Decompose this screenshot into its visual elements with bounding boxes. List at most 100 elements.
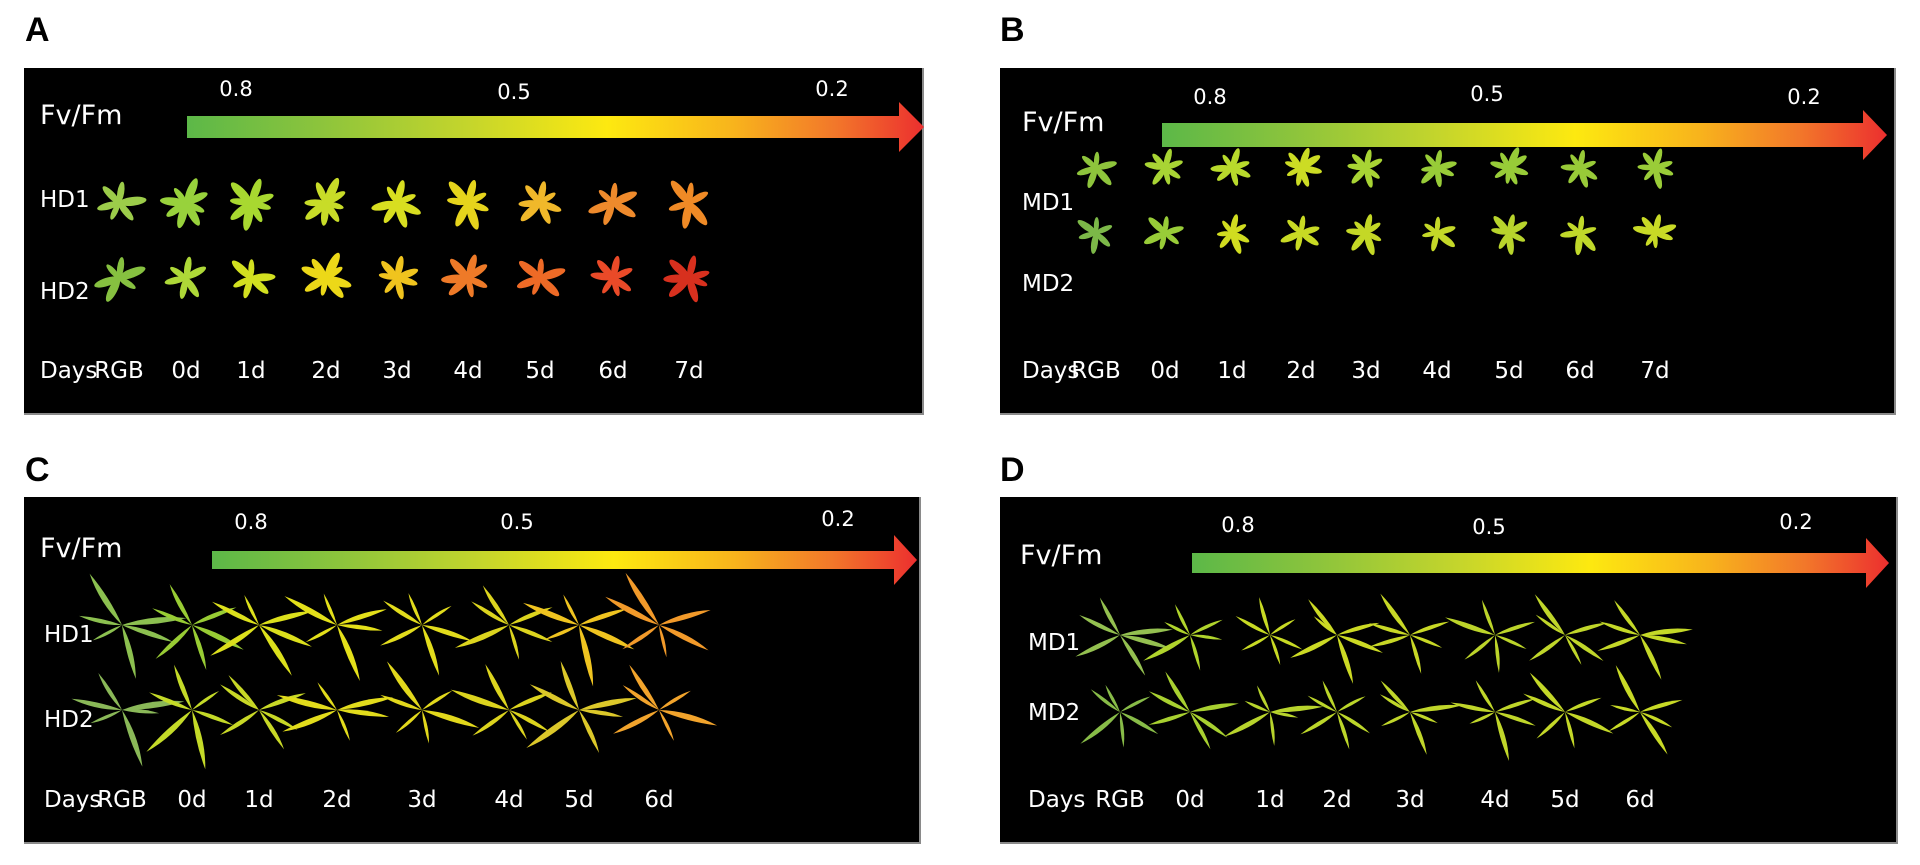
leaf — [1285, 161, 1302, 169]
leaf — [230, 182, 252, 204]
leaf — [525, 185, 541, 204]
leaf — [1365, 232, 1382, 242]
leaf — [1080, 712, 1120, 744]
leaf — [325, 266, 343, 279]
plant-rosette — [301, 252, 352, 298]
leaf — [1379, 694, 1410, 712]
leaf — [450, 689, 509, 710]
plant-seedling — [1529, 594, 1608, 665]
leaf — [179, 277, 188, 299]
plant-rosette — [159, 178, 208, 229]
days-label: Days — [40, 358, 98, 384]
leaf — [612, 277, 632, 292]
plant-seedling — [1368, 593, 1450, 674]
leaf — [1337, 635, 1383, 653]
leaf — [1120, 696, 1151, 712]
leaf — [1421, 166, 1438, 172]
leaf — [454, 625, 509, 648]
leaf — [1565, 712, 1575, 749]
plant-rosette — [1077, 217, 1113, 254]
leaf — [612, 202, 636, 218]
plant-seedling — [79, 573, 187, 679]
colorbar-gradient — [1192, 538, 1889, 588]
leaf — [611, 277, 620, 297]
plant-rosette — [447, 179, 489, 230]
plant-rosette — [1560, 149, 1598, 188]
plant-images — [1075, 593, 1693, 761]
leaf — [1614, 600, 1640, 635]
leaf — [1500, 152, 1510, 169]
colorbar-tick-0.2: 0.2 — [815, 77, 849, 101]
panel-letter-c: C — [25, 451, 50, 489]
colorbar-arrow — [1192, 538, 1889, 588]
leaf — [509, 625, 553, 642]
leaf — [467, 201, 489, 212]
leaf — [1640, 635, 1662, 680]
colorbar-title: Fv/Fm — [1020, 540, 1103, 571]
leaf — [1217, 167, 1233, 181]
plant-seedling — [380, 661, 480, 744]
leaf — [1565, 697, 1602, 712]
leaf — [611, 255, 620, 279]
row-label-hd1: HD1 — [44, 622, 94, 648]
leaf — [1410, 621, 1450, 635]
leaf — [1640, 628, 1693, 636]
leaf — [185, 202, 200, 226]
leaf — [1163, 167, 1171, 185]
leaf — [174, 664, 192, 710]
leaf — [1269, 712, 1275, 746]
leaf — [1231, 224, 1247, 234]
leaf — [1535, 614, 1565, 635]
leaf — [106, 264, 120, 279]
leaf — [1244, 700, 1270, 712]
column-label-0d: 0d — [1175, 787, 1205, 813]
leaf — [1087, 167, 1098, 188]
column-label-7d: 7d — [1640, 358, 1670, 384]
leaf — [305, 202, 327, 220]
leaf — [1575, 232, 1583, 256]
row-label-hd2: HD2 — [40, 279, 90, 305]
leaf — [1495, 635, 1527, 650]
leaf — [1380, 680, 1410, 712]
plant-rosette — [1633, 214, 1677, 249]
plant-seedling — [152, 584, 244, 670]
leaf — [1270, 619, 1296, 635]
leaf — [122, 709, 160, 714]
leaf — [1365, 158, 1383, 169]
leaf — [383, 202, 398, 224]
column-label-0d: 0d — [1150, 358, 1180, 384]
leaf — [1230, 232, 1242, 254]
plant-seedling — [605, 572, 711, 658]
plant-images — [71, 572, 718, 770]
leaf — [1380, 593, 1410, 635]
leaf — [395, 180, 405, 204]
plant-seedling — [1523, 672, 1614, 749]
leaf — [1599, 621, 1640, 635]
leaf — [598, 190, 614, 204]
leaf — [337, 609, 387, 625]
leaf — [1164, 160, 1183, 170]
leaf — [688, 202, 708, 226]
leaf — [169, 584, 192, 625]
leaf — [659, 610, 711, 625]
leaf — [1410, 635, 1422, 674]
colorbar-tick-0.5: 0.5 — [1470, 82, 1504, 106]
leaf — [1568, 167, 1581, 184]
leaf — [230, 202, 252, 221]
leaf — [1654, 166, 1674, 176]
leaf — [337, 709, 389, 717]
leaf — [386, 661, 422, 710]
plant-images — [1076, 147, 1677, 256]
panel-a: Fv/Fm 0.8 0.5 0.2 HD1 HD2 Days RGB 0d 1d 2d… — [24, 68, 924, 415]
plant-rosette — [1422, 216, 1456, 252]
row-label-md1: MD1 — [1022, 190, 1075, 216]
leaf — [1159, 232, 1167, 250]
leaf — [395, 202, 408, 228]
leaf — [1224, 712, 1270, 737]
leaf — [1280, 231, 1302, 243]
leaf — [1078, 231, 1097, 240]
leaf — [1578, 149, 1585, 169]
leaf — [1337, 712, 1371, 734]
colorbar-gradient — [212, 535, 917, 585]
leaf — [173, 188, 187, 204]
